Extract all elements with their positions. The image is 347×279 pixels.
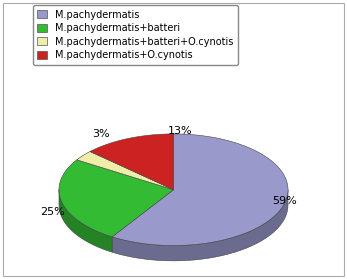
Polygon shape: [90, 134, 174, 190]
Polygon shape: [59, 189, 112, 252]
Text: 3%: 3%: [92, 129, 109, 139]
Text: 13%: 13%: [168, 126, 193, 136]
Polygon shape: [59, 160, 174, 237]
Text: 25%: 25%: [40, 207, 65, 217]
Legend: M.pachydermatis, M.pachydermatis+batteri, M.pachydermatis+batteri+O.cynotis, M.p: M.pachydermatis, M.pachydermatis+batteri…: [33, 5, 238, 65]
Polygon shape: [112, 190, 288, 261]
Polygon shape: [112, 134, 288, 246]
Polygon shape: [77, 151, 174, 190]
Text: 59%: 59%: [272, 196, 297, 206]
